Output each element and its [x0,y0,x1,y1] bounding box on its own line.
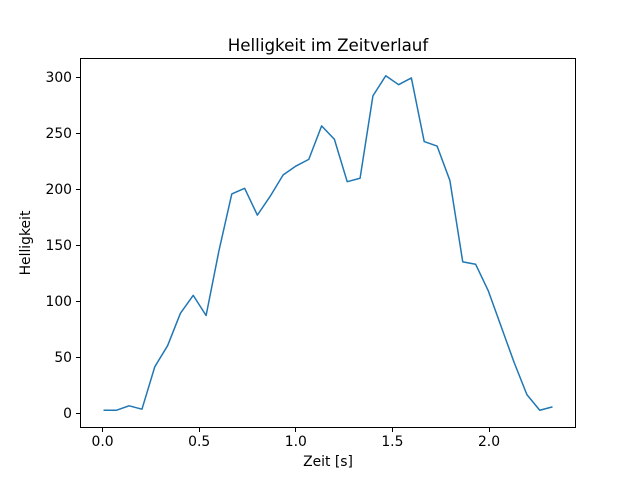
x-tick [488,428,490,432]
y-tick [76,77,80,79]
chart-title: Helligkeit im Zeitverlauf [227,35,429,55]
x-tick-label: 1.5 [381,434,404,450]
x-tick [295,428,297,432]
y-tick [76,413,80,415]
x-tick [198,428,200,432]
y-tick [76,357,80,359]
line-chart-canvas [103,74,553,412]
y-tick-label: 50 [54,349,72,366]
series-line [103,74,553,412]
y-tick-label: 200 [45,181,72,198]
y-tick-label: 0 [63,405,72,422]
x-tick-label: 0.5 [188,434,211,450]
y-tick [76,301,80,303]
x-tick [102,428,104,432]
y-tick [76,189,80,191]
x-tick-label: 0.0 [91,434,114,450]
y-tick-label: 300 [45,69,72,86]
y-tick [76,133,80,135]
y-tick-label: 100 [45,293,72,310]
y-tick-label: 250 [45,125,72,142]
x-axis-label: Zeit [s] [303,454,353,470]
x-tick-label: 2.0 [477,434,501,450]
x-tick-label: 1.0 [284,434,307,450]
y-tick [76,245,80,247]
x-tick [391,428,393,432]
y-axis-label: Helligkeit [18,210,34,276]
plot-area [80,58,576,428]
y-tick-label: 150 [45,237,72,254]
